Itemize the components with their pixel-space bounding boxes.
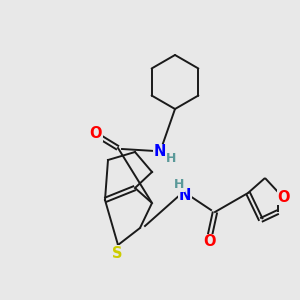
Text: O: O: [278, 190, 290, 205]
Text: N: N: [154, 145, 166, 160]
Text: O: O: [204, 235, 216, 250]
Text: S: S: [112, 245, 122, 260]
Text: O: O: [90, 127, 102, 142]
Text: N: N: [179, 188, 191, 202]
Text: H: H: [174, 178, 184, 191]
Text: H: H: [166, 152, 176, 164]
